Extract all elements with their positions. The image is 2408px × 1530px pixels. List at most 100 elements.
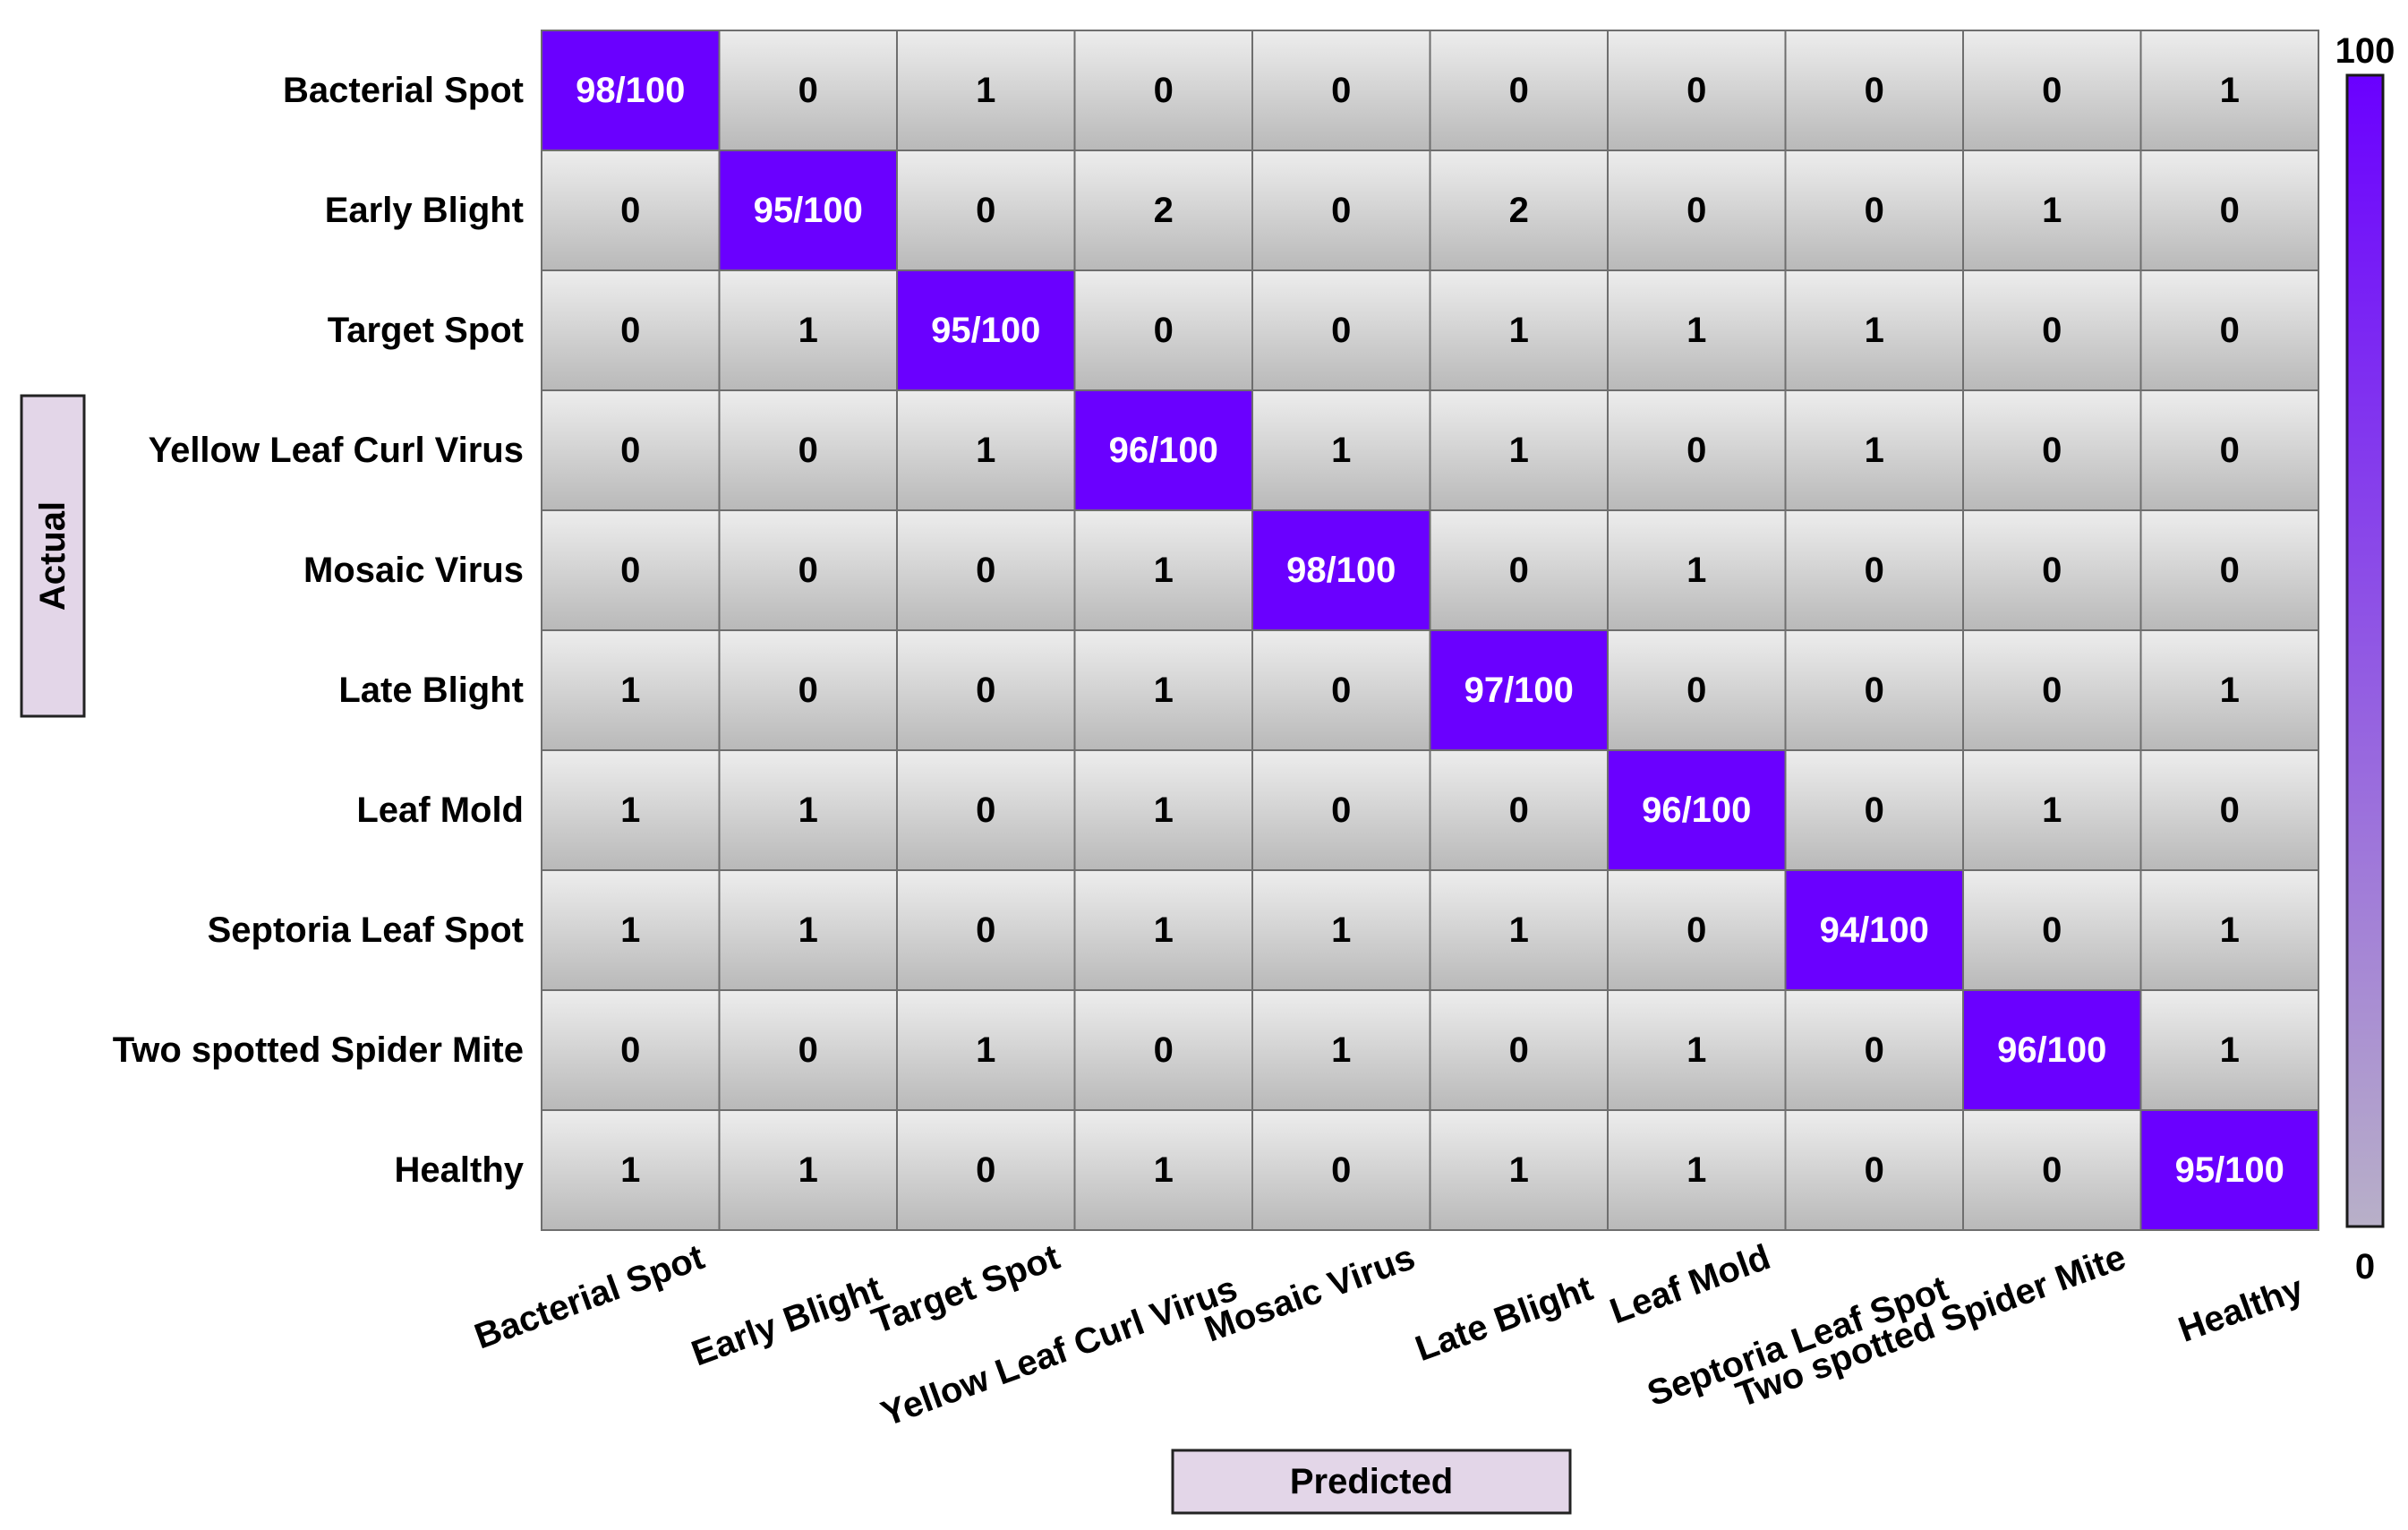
matrix-cells: 98/100 0 1 0 0 0 0 0 0 1 0 95/100 0 2 0 2 0 0 1 0 0 1 95/100 0 0… bbox=[541, 30, 2319, 1231]
matrix-cell bbox=[1784, 30, 1964, 151]
matrix-cell bbox=[1073, 989, 1253, 1111]
row-labels: Bacterial Spot Early Blight Target Spot Yel… bbox=[113, 71, 525, 1190]
matrix-cell bbox=[541, 989, 721, 1111]
cell-value: 97/100 bbox=[1464, 671, 1574, 710]
cell-value: 98/100 bbox=[1286, 551, 1396, 590]
matrix-cell bbox=[1607, 1109, 1787, 1231]
matrix-cell bbox=[1784, 389, 1964, 511]
row-label: Target Spot bbox=[328, 311, 524, 350]
cell-value: 0 bbox=[798, 1030, 818, 1070]
cell-value: 0 bbox=[798, 71, 818, 110]
cell-value: 0 bbox=[798, 431, 818, 470]
colorbar: 100 0 bbox=[2335, 31, 2395, 1286]
cell-value: 94/100 bbox=[1820, 910, 1929, 950]
cell-value: 1 bbox=[2220, 910, 2240, 950]
matrix-cell bbox=[1251, 269, 1431, 391]
cell-value: 1 bbox=[2042, 791, 2062, 830]
cell-value: 1 bbox=[1331, 431, 1351, 470]
matrix-cell-diagonal bbox=[718, 150, 898, 271]
cell-value: 1 bbox=[798, 1150, 818, 1190]
cell-value: 95/100 bbox=[2175, 1150, 2284, 1190]
matrix-cell bbox=[2139, 30, 2319, 151]
matrix-cell bbox=[1429, 509, 1609, 631]
matrix-cell bbox=[718, 269, 898, 391]
matrix-cell bbox=[1073, 30, 1253, 151]
matrix-cell bbox=[1784, 509, 1964, 631]
matrix-cell bbox=[2139, 989, 2319, 1111]
cell-value: 1 bbox=[1865, 431, 1884, 470]
cell-value: 0 bbox=[2220, 191, 2240, 230]
matrix-cell bbox=[1784, 269, 1964, 391]
cell-value: 0 bbox=[2220, 311, 2240, 350]
matrix-cell bbox=[1251, 869, 1431, 991]
cell-value: 0 bbox=[2042, 551, 2062, 590]
colorbar-max-label: 100 bbox=[2335, 31, 2395, 71]
cell-value: 0 bbox=[1865, 71, 1884, 110]
cell-value: 0 bbox=[1331, 71, 1351, 110]
cell-value: 0 bbox=[1154, 311, 1174, 350]
cell-value: 1 bbox=[1331, 910, 1351, 950]
cell-value: 1 bbox=[1686, 311, 1706, 350]
matrix-cell-diagonal bbox=[1784, 869, 1964, 991]
matrix-cell bbox=[718, 509, 898, 631]
matrix-cell bbox=[1251, 1109, 1431, 1231]
matrix-cell-diagonal bbox=[1962, 989, 2142, 1111]
cell-value: 0 bbox=[976, 791, 995, 830]
matrix-cell bbox=[1962, 749, 2142, 871]
column-label: Target Spot bbox=[867, 1237, 1064, 1341]
cell-value: 1 bbox=[620, 671, 640, 710]
cell-value: 0 bbox=[798, 551, 818, 590]
cell-value: 0 bbox=[1865, 191, 1884, 230]
cell-value: 0 bbox=[620, 191, 640, 230]
y-axis-title: Actual bbox=[33, 501, 73, 611]
matrix-cell-diagonal bbox=[1251, 509, 1431, 631]
matrix-cell bbox=[1607, 150, 1787, 271]
cell-value: 1 bbox=[1509, 910, 1529, 950]
cell-value: 2 bbox=[1509, 191, 1529, 230]
matrix-cell bbox=[718, 989, 898, 1111]
matrix-cell bbox=[1251, 989, 1431, 1111]
cell-value: 1 bbox=[1686, 551, 1706, 590]
cell-value: 95/100 bbox=[754, 191, 863, 230]
matrix-cell bbox=[541, 629, 721, 751]
row-label: Two spotted Spider Mite bbox=[113, 1030, 524, 1070]
cell-value: 1 bbox=[1865, 311, 1884, 350]
column-label: Leaf Mold bbox=[1605, 1237, 1775, 1331]
matrix-cell bbox=[2139, 389, 2319, 511]
row-label: Bacterial Spot bbox=[283, 71, 524, 110]
matrix-cell bbox=[1429, 30, 1609, 151]
cell-value: 1 bbox=[2042, 191, 2062, 230]
cell-value: 1 bbox=[798, 311, 818, 350]
matrix-cell bbox=[1962, 1109, 2142, 1231]
cell-value: 1 bbox=[2220, 71, 2240, 110]
matrix-cell bbox=[1784, 989, 1964, 1111]
cell-value: 0 bbox=[620, 311, 640, 350]
cell-value: 0 bbox=[1865, 551, 1884, 590]
row-label: Leaf Mold bbox=[356, 791, 524, 830]
cell-value: 0 bbox=[2220, 431, 2240, 470]
matrix-cell bbox=[1962, 150, 2142, 271]
matrix-cell bbox=[1073, 749, 1253, 871]
cell-value: 0 bbox=[976, 1150, 995, 1190]
cell-value: 1 bbox=[1686, 1030, 1706, 1070]
colorbar-gradient bbox=[2345, 73, 2385, 1228]
cell-value: 0 bbox=[2042, 431, 2062, 470]
matrix-cell bbox=[896, 150, 1076, 271]
cell-value: 0 bbox=[976, 551, 995, 590]
cell-value: 0 bbox=[2042, 311, 2062, 350]
cell-value: 96/100 bbox=[1109, 431, 1218, 470]
cell-value: 0 bbox=[2042, 671, 2062, 710]
cell-value: 0 bbox=[1331, 791, 1351, 830]
cell-value: 95/100 bbox=[931, 311, 1040, 350]
matrix-cell bbox=[718, 1109, 898, 1231]
cell-value: 0 bbox=[2042, 1150, 2062, 1190]
matrix-cell-diagonal bbox=[1429, 629, 1609, 751]
cell-value: 1 bbox=[976, 1030, 995, 1070]
column-label: Early Blight bbox=[687, 1269, 887, 1373]
matrix-cell bbox=[2139, 509, 2319, 631]
matrix-cell bbox=[1251, 629, 1431, 751]
cell-value: 0 bbox=[620, 431, 640, 470]
matrix-cell bbox=[1073, 869, 1253, 991]
cell-value: 1 bbox=[2220, 1030, 2240, 1070]
